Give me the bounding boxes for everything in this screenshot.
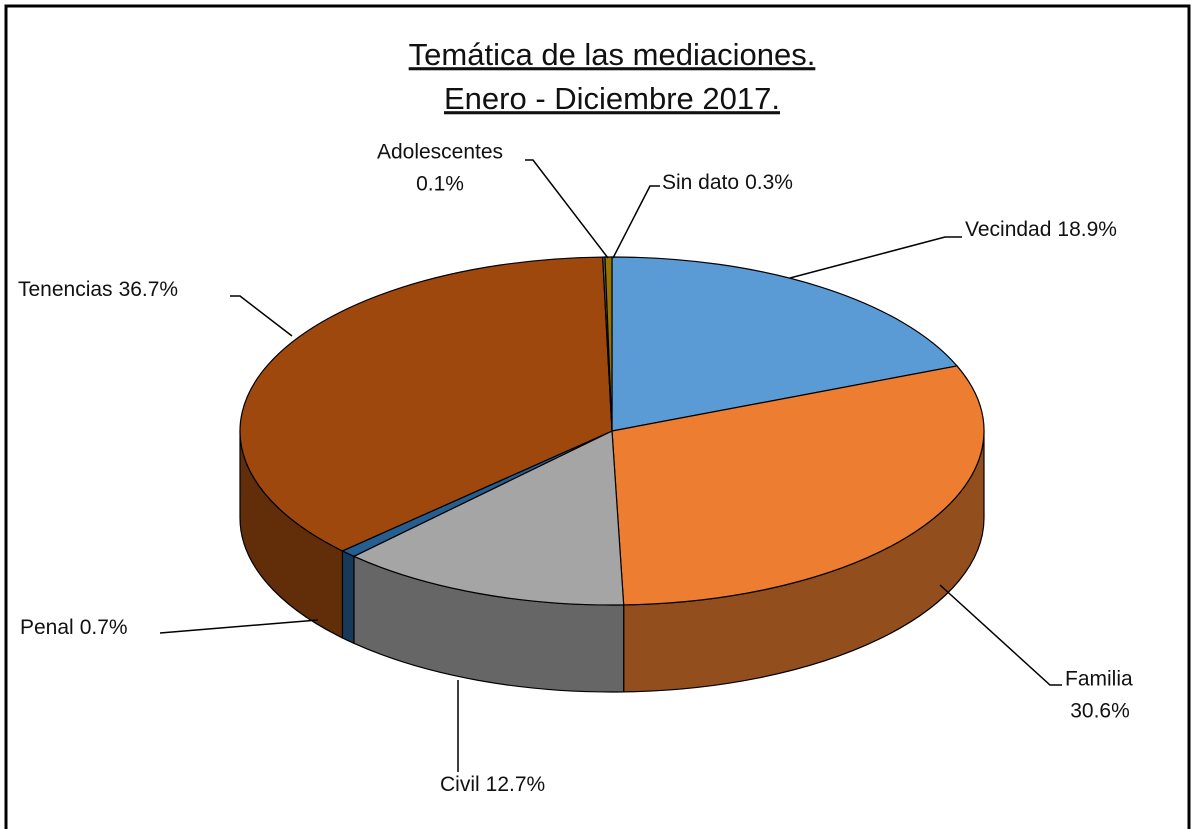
leader-line [612, 185, 660, 259]
category-name: Civil [440, 773, 480, 796]
value-label: 0.7% [80, 616, 128, 639]
data-label: Tenencias 36.7% [18, 278, 178, 301]
category-name: Familia [1065, 668, 1133, 691]
leader-line [159, 619, 319, 634]
slice-side [341, 549, 355, 645]
category-name: Sin dato [662, 171, 739, 194]
data-label: Penal 0.7% [20, 616, 128, 639]
value-label: 18.9% [1057, 218, 1117, 241]
data-label: Vecindad 18.9% [965, 218, 1117, 241]
category-name: Penal [20, 616, 74, 639]
value-label: 30.6% [1070, 700, 1130, 723]
value-label: 12.7% [486, 773, 546, 796]
data-label: Sin dato 0.3% [662, 171, 793, 194]
slice [352, 430, 625, 606]
data-label: Civil 12.7% [440, 773, 545, 796]
chart-frame [4, 4, 1191, 829]
leader-line [230, 295, 293, 337]
chart-title: Enero - Diciembre 2017. [444, 81, 780, 116]
slice [611, 365, 985, 606]
value-label: 0.3% [745, 171, 793, 194]
slice [604, 256, 613, 432]
leader-line [789, 236, 962, 279]
slice [239, 256, 613, 552]
leader-line [525, 159, 609, 259]
slice [611, 256, 959, 432]
value-label: 36.7% [119, 278, 179, 301]
category-name: Vecindad [965, 218, 1051, 241]
category-name: Adolescentes [377, 141, 503, 164]
category-name: Tenencias [18, 278, 113, 301]
value-label: 0.1% [416, 173, 464, 196]
leader-line [939, 584, 1062, 686]
chart-title: Temática de las mediaciones. [409, 37, 816, 72]
